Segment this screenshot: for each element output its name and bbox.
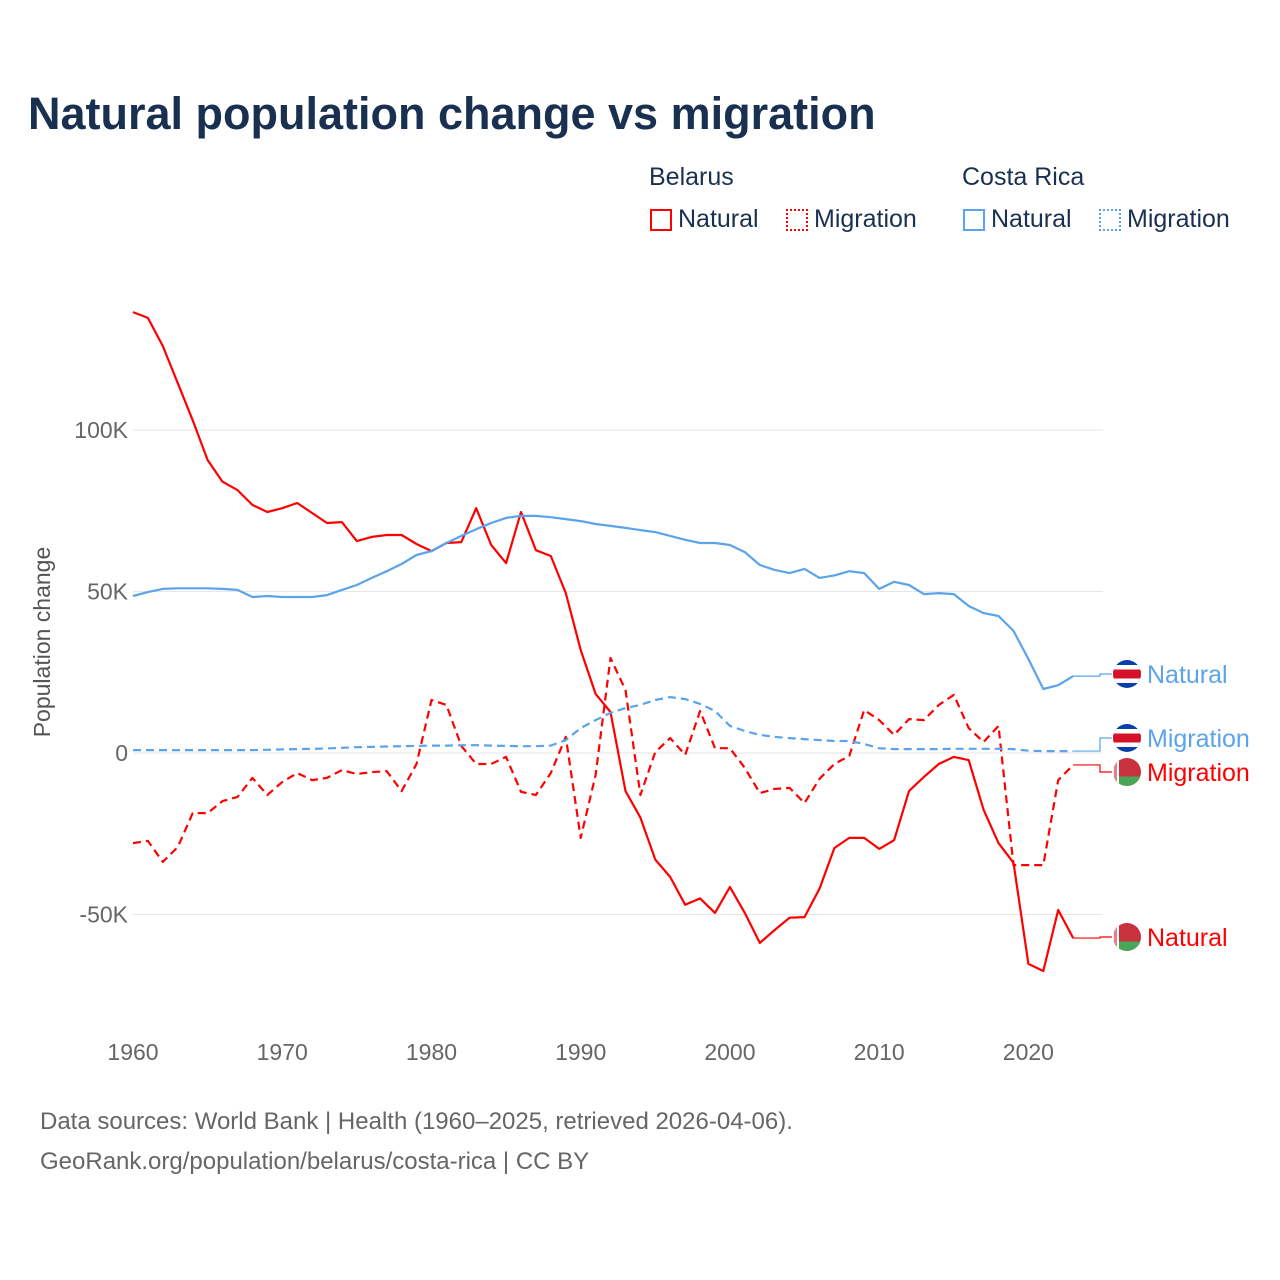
legend-costa-rica-migration[interactable]: Migration xyxy=(1099,205,1230,234)
y-tick-label: 0 xyxy=(115,740,128,766)
series-end-label: Migration xyxy=(1147,725,1250,753)
x-tick-label: 1960 xyxy=(107,1039,158,1065)
series-line-belarus-migration[interactable] xyxy=(132,656,1074,867)
legend-label: Migration xyxy=(814,205,917,233)
legend-belarus-migration[interactable]: Migration xyxy=(786,205,917,234)
y-tick-label: 50K xyxy=(87,579,129,605)
legend-label: Natural xyxy=(991,205,1072,233)
label-connector xyxy=(1073,673,1112,677)
footer-link[interactable]: GeoRank.org/population/belarus/costa-ric… xyxy=(40,1148,590,1175)
label-connector xyxy=(1073,764,1112,773)
legend-group-costa-rica: Costa Rica xyxy=(962,163,1085,191)
label-connector xyxy=(1073,737,1112,752)
dotted-swatch-icon xyxy=(1099,208,1121,231)
legend-label: Natural xyxy=(678,205,759,233)
footer-sources: Data sources: World Bank | Health (1960–… xyxy=(40,1108,793,1135)
costa-rica-flag-icon xyxy=(1113,724,1141,752)
legend-belarus-natural[interactable]: Natural xyxy=(650,205,759,234)
y-tick-label: -50K xyxy=(79,902,128,928)
dotted-swatch-icon xyxy=(786,208,808,231)
x-tick-label: 1970 xyxy=(257,1039,308,1065)
costa-rica-flag-icon xyxy=(1113,660,1141,688)
y-axis-label: Population change xyxy=(29,547,55,738)
series-end-label: Natural xyxy=(1147,924,1228,952)
belarus-flag-icon xyxy=(1113,758,1141,787)
y-tick-label: 100K xyxy=(74,417,128,443)
label-connector xyxy=(1073,936,1112,939)
x-tick-label: 2000 xyxy=(704,1039,755,1065)
belarus-flag-icon xyxy=(1113,923,1141,952)
series-line-belarus-natural[interactable] xyxy=(132,311,1075,973)
legend-costa-rica-natural[interactable]: Natural xyxy=(963,205,1072,234)
solid-swatch-icon xyxy=(963,208,985,231)
series-end-label: Natural xyxy=(1147,661,1228,689)
solid-swatch-icon xyxy=(650,208,672,231)
series-line-costa-rica-natural[interactable] xyxy=(132,514,1074,691)
series-end-label: Migration xyxy=(1147,759,1250,787)
legend-group-belarus: Belarus xyxy=(649,163,734,191)
legend-label: Migration xyxy=(1127,205,1230,233)
x-tick-label: 2010 xyxy=(854,1039,905,1065)
x-tick-label: 1990 xyxy=(555,1039,606,1065)
x-tick-label: 2020 xyxy=(1003,1039,1054,1065)
series-line-costa-rica-migration[interactable] xyxy=(133,696,1074,753)
x-tick-label: 1980 xyxy=(406,1039,457,1065)
chart-title: Natural population change vs migration xyxy=(28,88,876,139)
